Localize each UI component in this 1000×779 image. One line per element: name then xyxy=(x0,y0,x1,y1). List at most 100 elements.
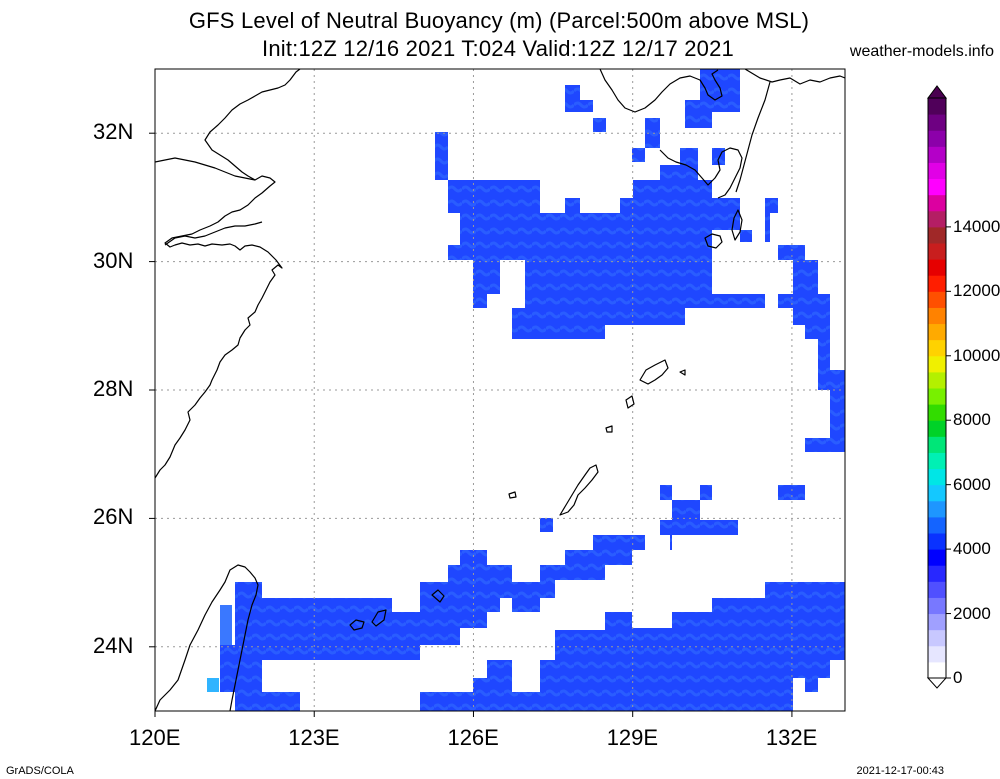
island-sakishima-3 xyxy=(431,589,445,603)
colorbar-bin xyxy=(928,259,946,276)
china-coast xyxy=(155,69,301,479)
colorbar-bin xyxy=(928,565,946,582)
colorbar-bin xyxy=(928,323,946,341)
colorbar-bin xyxy=(928,178,946,196)
colorbar-frame xyxy=(927,97,947,679)
shade-region-9 xyxy=(220,485,738,711)
lon-label: 123E xyxy=(288,725,340,750)
colorbar-bin xyxy=(928,339,946,357)
lat-label: 30N xyxy=(93,247,134,273)
shade-region-2 xyxy=(565,85,593,112)
colorbar-bin xyxy=(928,500,946,518)
island-tanegashima xyxy=(731,209,743,241)
colorbar-min-triangle xyxy=(926,677,948,689)
colorbar-bin xyxy=(928,597,946,615)
colorbar-bin xyxy=(928,516,946,534)
kyushu-west xyxy=(599,69,723,113)
colorbar-bin xyxy=(928,484,946,502)
colorbar-bin xyxy=(928,146,946,163)
yangtze-estuary xyxy=(155,157,256,181)
colorbar-bin xyxy=(928,307,946,325)
colorbar-bin xyxy=(928,629,946,647)
credit-timestamp: 2021-12-17-00:43 xyxy=(856,765,944,777)
chart-title: GFS Level of Neutral Buoyancy (m) (Parce… xyxy=(188,8,810,33)
island-amami xyxy=(639,359,669,385)
lon-label: 120E xyxy=(129,725,181,750)
colorbar-bin xyxy=(928,371,946,389)
kyushu-coast-lower xyxy=(735,81,771,193)
lat-label: 32N xyxy=(93,119,134,145)
colorbar-bin xyxy=(928,436,946,453)
shade-region-0 xyxy=(420,132,778,339)
colorbar-bin xyxy=(928,613,946,631)
colorbar-bin xyxy=(928,661,946,679)
kyushu-east xyxy=(744,69,845,85)
shade-region-11 xyxy=(672,645,700,678)
colorbar-label: 8000 xyxy=(953,410,991,430)
shade-region-8 xyxy=(830,390,845,438)
island-tokunoshima xyxy=(625,395,635,409)
colorbar-bin xyxy=(928,210,946,228)
colorbar-bin xyxy=(928,275,946,292)
colorbar-label: 6000 xyxy=(953,474,991,494)
colorbar-bin xyxy=(928,420,946,437)
colorbar-label: 4000 xyxy=(953,539,991,559)
colorbar xyxy=(926,85,951,689)
coastlines xyxy=(155,69,845,711)
shade-region-3 xyxy=(593,118,606,132)
island-yakushima xyxy=(704,233,723,249)
colorbar-bin xyxy=(928,98,946,115)
lon-label: 129E xyxy=(606,725,659,750)
colorbar-bin xyxy=(928,468,946,486)
shade-cell-mid xyxy=(220,605,232,645)
lat-label: 28N xyxy=(93,376,134,401)
colorbar-bin xyxy=(928,194,946,212)
shade-region-5 xyxy=(632,148,645,162)
axis-ticks xyxy=(149,132,793,717)
island-okinawa-small xyxy=(508,491,517,499)
lon-label: 132E xyxy=(765,725,818,750)
colorbar-bin xyxy=(928,452,946,470)
colorbar-bin xyxy=(928,581,946,598)
colorbar-bin xyxy=(928,291,946,308)
colorbar-label: 2000 xyxy=(953,603,991,623)
shade-region-7 xyxy=(778,245,845,452)
lon-label: 126E xyxy=(447,725,499,750)
colorbar-bin xyxy=(928,533,946,550)
colorbar-bin xyxy=(928,226,946,244)
shade-cell-light xyxy=(207,678,219,692)
colorbar-max-triangle xyxy=(927,85,947,99)
lat-label: 26N xyxy=(93,504,134,530)
shade-region-13 xyxy=(660,485,672,500)
shade-region-14 xyxy=(778,485,805,500)
colorbar-label: 0 xyxy=(953,668,963,687)
credit-grads: GrADS/COLA xyxy=(6,765,74,777)
colorbar-bin xyxy=(928,243,946,260)
island-sakishima-2 xyxy=(371,609,387,627)
island-okinawa xyxy=(559,464,599,516)
colorbar-bin xyxy=(928,388,946,405)
island-east xyxy=(679,369,686,376)
colorbar-label: 10000 xyxy=(953,345,1000,365)
lat-label: 24N xyxy=(93,632,134,658)
colorbar-label: 12000 xyxy=(953,281,1000,301)
colorbar-bin xyxy=(928,645,946,663)
island-small-1 xyxy=(605,425,613,433)
colorbar-bin xyxy=(928,162,946,180)
island-sakishima-1 xyxy=(349,619,365,631)
chart-subtitle: Init:12Z 12/16 2021 T:024 Valid:12Z 12/1… xyxy=(262,36,734,61)
kyushu-south xyxy=(659,147,743,199)
colorbar-bin xyxy=(928,355,946,373)
colorbar-bin xyxy=(928,114,946,131)
colorbar-bin xyxy=(928,130,946,147)
hangzhou-bay xyxy=(164,221,263,246)
grid-lines xyxy=(155,69,845,711)
shade-region-12 xyxy=(540,518,553,532)
colorbar-label: 14000 xyxy=(953,216,1000,236)
gap-south xyxy=(300,692,392,711)
colorbar-bin xyxy=(928,549,946,566)
colorbar-bin xyxy=(928,404,946,421)
website-label: weather-models.info xyxy=(849,43,994,60)
taiwan xyxy=(155,564,259,711)
